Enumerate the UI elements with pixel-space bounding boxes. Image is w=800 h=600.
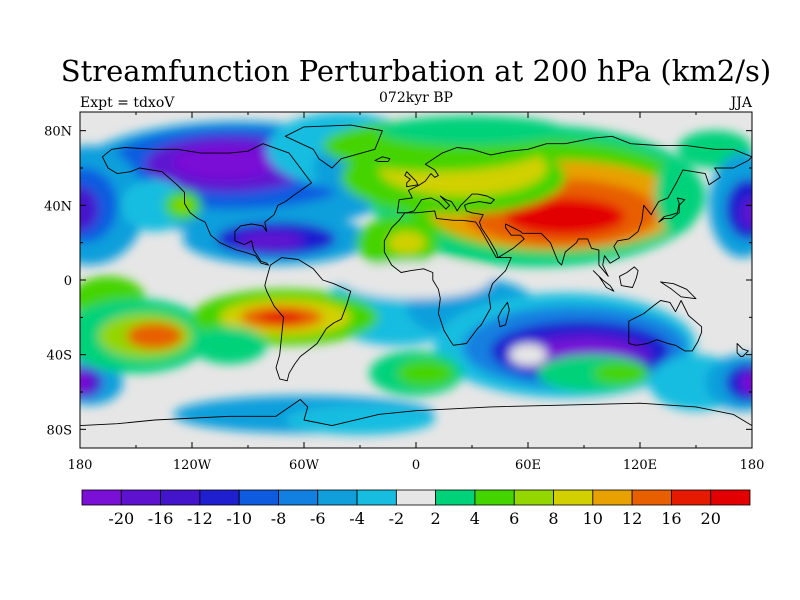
lon-tick-label: 60W bbox=[289, 458, 320, 473]
colorbar-label: 12 bbox=[622, 509, 642, 528]
lon-tick-label: 120W bbox=[173, 458, 212, 473]
contour-region-53 bbox=[259, 311, 304, 323]
lat-tick-label: 40S bbox=[47, 349, 72, 364]
map-panel bbox=[79, 111, 753, 449]
coastline-japan bbox=[658, 197, 686, 223]
lon-tick-label: 180 bbox=[68, 458, 93, 473]
contour-region-56 bbox=[397, 360, 454, 387]
colorbar-swatch bbox=[631, 489, 672, 506]
colorbar-swatch bbox=[278, 489, 319, 506]
colorbar-swatch bbox=[160, 489, 201, 506]
period-label: 072kyr BP bbox=[379, 90, 453, 106]
colorbar-label: 16 bbox=[661, 509, 681, 528]
contour-region-7 bbox=[80, 186, 99, 232]
contour-region-25 bbox=[388, 231, 426, 254]
colorbar-label: -6 bbox=[310, 509, 326, 528]
map-axes: 80N 40N 0 40S 80S 180 120W 60W 0 60E 120E 180 bbox=[44, 112, 764, 473]
colorbar-label: -20 bbox=[108, 509, 134, 528]
lon-tick-label: 180 bbox=[740, 458, 765, 473]
colorbar-label: 2 bbox=[431, 509, 441, 528]
season-label: JJA bbox=[729, 95, 753, 111]
contour-region-54 bbox=[192, 326, 267, 364]
lat-tick-label: 80S bbox=[47, 423, 72, 438]
colorbar-swatch bbox=[474, 489, 515, 506]
colorbar-swatch bbox=[81, 489, 122, 506]
colorbar-label: -16 bbox=[148, 509, 174, 528]
colorbar-swatch bbox=[671, 489, 712, 506]
coastline-north-america bbox=[101, 143, 312, 266]
contour-region-58 bbox=[593, 362, 650, 385]
lat-tick-label: 80N bbox=[44, 125, 72, 140]
contour-field bbox=[80, 112, 752, 435]
colorbar-swatch bbox=[317, 489, 358, 506]
colorbar-swatch bbox=[199, 489, 240, 506]
colorbar-label: -4 bbox=[349, 509, 365, 528]
coastlines bbox=[80, 124, 752, 427]
contour-region-20 bbox=[505, 197, 625, 236]
colorbar-label: 20 bbox=[701, 509, 721, 528]
colorbar-label: 8 bbox=[548, 509, 558, 528]
contour-region-42 bbox=[740, 371, 752, 394]
contour-region-33 bbox=[341, 261, 491, 299]
coastline-new-zealand bbox=[736, 343, 749, 357]
coastline-borneo bbox=[619, 266, 639, 288]
colorbar: -20 -16 -12 -10 -8 -6 -4 -2 2 4 6 8 10 12 16 20 bbox=[81, 489, 751, 528]
colorbar-label: -2 bbox=[389, 509, 405, 528]
colorbar-label: 10 bbox=[583, 509, 603, 528]
coastline-antarctica bbox=[80, 399, 752, 427]
colorbar-swatch bbox=[395, 489, 437, 506]
contour-region-62 bbox=[509, 343, 547, 366]
colorbar-label: 4 bbox=[470, 509, 480, 528]
contour-region-4 bbox=[173, 145, 278, 180]
contour-region-41 bbox=[725, 364, 752, 402]
colorbar-swatch bbox=[513, 489, 554, 506]
contour-region-49 bbox=[126, 322, 183, 350]
coastline-sumatra bbox=[592, 270, 615, 292]
coastline-new-guinea bbox=[660, 281, 697, 300]
colorbar-swatch bbox=[553, 489, 594, 506]
colorbar-swatch bbox=[710, 489, 751, 506]
contour-region-13 bbox=[173, 199, 192, 211]
lat-tick-label: 0 bbox=[64, 274, 72, 289]
colorbar-label: -8 bbox=[271, 509, 287, 528]
contour-region-10 bbox=[236, 231, 304, 251]
colorbar-swatch bbox=[238, 489, 279, 506]
coastline-britain bbox=[404, 171, 419, 188]
lon-tick-label: 60E bbox=[515, 458, 541, 473]
colorbar-swatch bbox=[592, 489, 633, 506]
coastline-greenland bbox=[284, 124, 383, 169]
colorbar-swatch bbox=[435, 489, 476, 506]
map-title: Streamfunction Perturbation at 200 hPa (… bbox=[61, 54, 771, 88]
coastline-madagascar bbox=[497, 301, 510, 328]
experiment-label: Expt = tdxoV bbox=[80, 95, 175, 111]
lon-tick-label: 0 bbox=[412, 458, 420, 473]
coastline-iceland bbox=[374, 156, 391, 162]
colorbar-swatch bbox=[120, 489, 161, 506]
coastline-south-america bbox=[264, 257, 352, 382]
colorbar-label: -10 bbox=[226, 509, 252, 528]
colorbar-label: -12 bbox=[187, 509, 213, 528]
coastline-australia bbox=[628, 300, 703, 352]
contour-region-27 bbox=[654, 158, 700, 234]
lat-tick-label: 40N bbox=[44, 199, 72, 214]
coastline-africa bbox=[383, 210, 512, 346]
lon-tick-label: 120E bbox=[623, 458, 657, 473]
coastline-eurasia bbox=[396, 135, 752, 277]
contour-region-61 bbox=[285, 405, 435, 435]
contour-region-45 bbox=[80, 371, 92, 394]
colorbar-swatch bbox=[356, 489, 397, 506]
contour-fill-layer bbox=[80, 112, 752, 435]
contour-region-11 bbox=[121, 179, 189, 232]
contour-region-59 bbox=[378, 115, 566, 146]
colorbar-label: 6 bbox=[509, 509, 519, 528]
